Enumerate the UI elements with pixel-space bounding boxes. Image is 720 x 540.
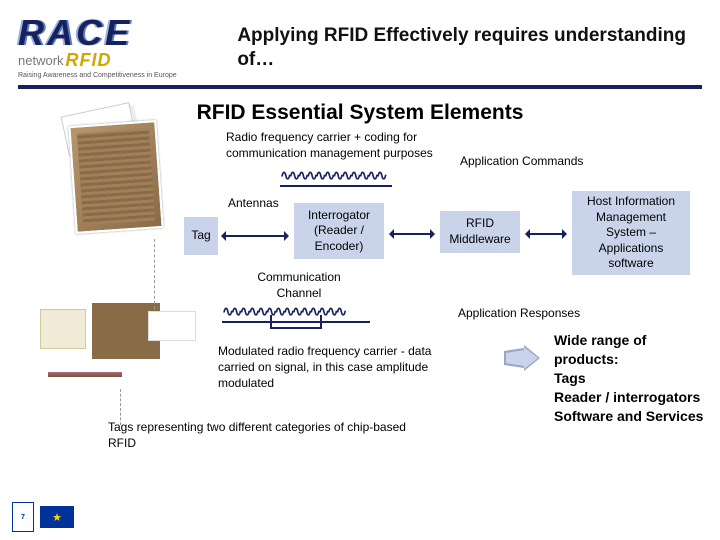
wave-top: ∿∿∿∿∿∿∿∿∿∿∿∿ <box>280 167 385 184</box>
big-arrow-icon <box>504 345 540 371</box>
logo-tagline: Raising Awareness and Competitiveness in… <box>18 72 207 79</box>
wave-top-line <box>280 185 392 187</box>
carrier-text: Radio frequency carrier + coding for com… <box>226 129 456 161</box>
middleware-box: RFID Middleware <box>440 211 520 253</box>
arrow-reader-mw <box>390 233 434 235</box>
page-title: Applying RFID Effectively requires under… <box>237 24 702 72</box>
products-text: Wide range of products: Tags Reader / in… <box>554 331 704 425</box>
interrogator-box: Interrogator (Reader / Encoder) <box>294 203 384 259</box>
app-responses-label: Application Responses <box>458 305 580 321</box>
antennas-label: Antennas <box>228 195 279 211</box>
header-rule <box>18 85 702 89</box>
diagram: Radio frequency carrier + coding for com… <box>0 133 720 513</box>
eu-flag-icon: ★ <box>40 506 74 528</box>
logo-rfid: RFID <box>66 50 112 71</box>
tag-chip-image <box>68 120 163 234</box>
logo: RACE network RFID Raising Awareness and … <box>18 12 207 79</box>
logo-main: RACE <box>18 12 207 54</box>
fp7-logo: 7 <box>12 502 34 532</box>
host-box: Host Information Management System – App… <box>572 191 690 275</box>
arrow-tag-reader <box>222 235 288 237</box>
header: RACE network RFID Raising Awareness and … <box>0 0 720 79</box>
arrow-mw-host <box>526 233 566 235</box>
comm-channel-label: Communication Channel <box>244 269 354 301</box>
app-commands-label: Application Commands <box>460 153 583 169</box>
modulated-text: Modulated radio frequency carrier - data… <box>218 343 456 392</box>
wave-bracket <box>270 315 322 329</box>
tags-repr-text: Tags representing two different categori… <box>108 419 414 451</box>
tag-box: Tag <box>184 217 218 255</box>
footer-logos: 7 ★ <box>12 502 74 532</box>
dash-line-1 <box>154 239 155 309</box>
logo-network: network <box>18 53 64 68</box>
chip-samples-image <box>40 303 182 395</box>
